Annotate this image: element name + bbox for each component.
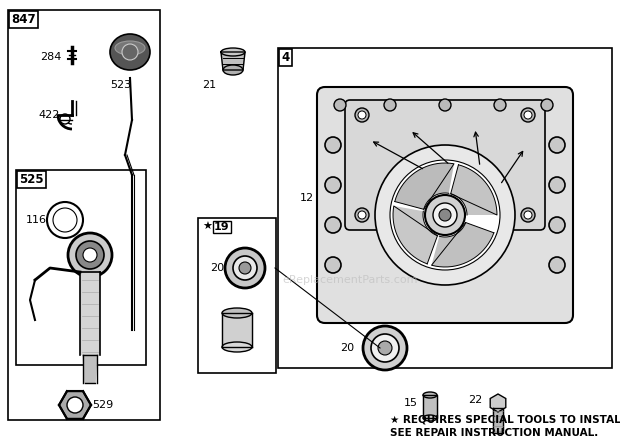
Circle shape — [83, 248, 97, 262]
Text: 12: 12 — [300, 193, 314, 203]
Circle shape — [549, 177, 565, 193]
Circle shape — [494, 99, 506, 111]
Circle shape — [524, 211, 532, 219]
Circle shape — [53, 208, 77, 232]
Text: ★: ★ — [202, 222, 212, 232]
Circle shape — [358, 111, 366, 119]
Ellipse shape — [423, 415, 437, 421]
Text: 847: 847 — [11, 13, 35, 26]
Circle shape — [358, 211, 366, 219]
Polygon shape — [222, 313, 252, 347]
Circle shape — [325, 177, 341, 193]
Circle shape — [384, 99, 396, 111]
Text: ★ REQUIRES SPECIAL TOOLS TO INSTALL.: ★ REQUIRES SPECIAL TOOLS TO INSTALL. — [390, 415, 620, 425]
Text: 525: 525 — [19, 173, 43, 186]
Circle shape — [439, 209, 451, 221]
Polygon shape — [83, 355, 97, 383]
FancyBboxPatch shape — [317, 87, 573, 323]
Polygon shape — [451, 165, 497, 215]
Circle shape — [363, 326, 407, 370]
Circle shape — [325, 137, 341, 153]
Circle shape — [524, 111, 532, 119]
Bar — [8, 10, 160, 420]
Ellipse shape — [223, 65, 243, 75]
Circle shape — [371, 334, 399, 362]
Polygon shape — [221, 52, 245, 70]
Circle shape — [334, 99, 346, 111]
Text: 20: 20 — [340, 343, 354, 353]
Circle shape — [233, 256, 257, 280]
Circle shape — [67, 397, 83, 413]
Ellipse shape — [222, 308, 252, 318]
Circle shape — [239, 262, 251, 274]
Ellipse shape — [110, 34, 150, 70]
Circle shape — [549, 137, 565, 153]
Text: 284: 284 — [40, 52, 61, 62]
Text: 422: 422 — [38, 110, 60, 120]
Circle shape — [433, 203, 457, 227]
Circle shape — [521, 208, 535, 222]
Circle shape — [375, 145, 515, 285]
Circle shape — [425, 195, 465, 235]
Text: 116: 116 — [26, 215, 47, 225]
Circle shape — [47, 202, 83, 238]
Bar — [278, 48, 612, 368]
Text: 19: 19 — [214, 222, 229, 232]
Ellipse shape — [423, 392, 437, 398]
Ellipse shape — [222, 342, 252, 352]
Ellipse shape — [221, 48, 245, 56]
Circle shape — [439, 99, 451, 111]
Circle shape — [76, 241, 104, 269]
Text: 15: 15 — [404, 398, 418, 408]
Circle shape — [325, 257, 341, 273]
Polygon shape — [432, 223, 494, 267]
Bar — [198, 218, 276, 373]
Polygon shape — [493, 408, 503, 433]
Circle shape — [325, 217, 341, 233]
Circle shape — [355, 208, 369, 222]
Polygon shape — [490, 394, 506, 412]
Text: 22: 22 — [468, 395, 482, 405]
FancyBboxPatch shape — [345, 100, 545, 230]
Circle shape — [122, 44, 138, 60]
Text: 20: 20 — [210, 263, 224, 273]
Text: 21: 21 — [202, 80, 216, 90]
Circle shape — [549, 257, 565, 273]
Text: 4: 4 — [281, 51, 290, 64]
Bar — [16, 170, 146, 365]
Circle shape — [60, 114, 70, 124]
Circle shape — [355, 108, 369, 122]
Circle shape — [378, 341, 392, 355]
Polygon shape — [59, 391, 91, 419]
Ellipse shape — [115, 41, 145, 55]
Polygon shape — [393, 206, 438, 264]
Circle shape — [225, 248, 265, 288]
Text: 523: 523 — [110, 80, 131, 90]
Text: SEE REPAIR INSTRUCTION MANUAL.: SEE REPAIR INSTRUCTION MANUAL. — [390, 428, 598, 438]
Circle shape — [541, 99, 553, 111]
Text: eReplacementParts.com: eReplacementParts.com — [282, 275, 418, 285]
Polygon shape — [80, 272, 100, 355]
Circle shape — [549, 217, 565, 233]
Text: 529: 529 — [92, 400, 113, 410]
Polygon shape — [423, 395, 437, 418]
Polygon shape — [395, 163, 454, 209]
Circle shape — [68, 233, 112, 277]
Circle shape — [390, 160, 500, 270]
Circle shape — [521, 108, 535, 122]
